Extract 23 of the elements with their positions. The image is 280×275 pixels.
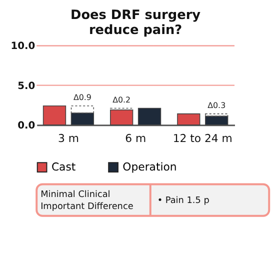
legend-label: Operation [122,160,177,174]
annotation: Δ0.3 [208,100,226,110]
text: reduce pain? [88,22,182,38]
y-tick-label: 5.0 [18,80,36,92]
x-tick-label: 6 m [125,132,146,146]
annotation: Δ0.2 [112,95,131,104]
annotation: Δ0.9 [73,92,92,102]
bar [70,112,94,126]
y-tick-label: 10.0 [10,41,36,52]
text: • Pain 1.5 p [157,196,210,206]
x-tick-label: 3 m [58,132,79,146]
text: Minimal Clinical Important Difference [40,190,134,212]
bar [70,105,94,114]
bar [42,105,66,126]
legend-label: Cast [51,160,76,174]
bar [138,108,162,126]
x-tick-label: 12 to 24 m [172,132,232,146]
y-tick-label: 0.0 [18,120,36,132]
bar [205,116,228,126]
bar [110,109,134,126]
text: Does DRF surgery [70,8,201,24]
bar [205,113,228,117]
bar [177,113,200,126]
